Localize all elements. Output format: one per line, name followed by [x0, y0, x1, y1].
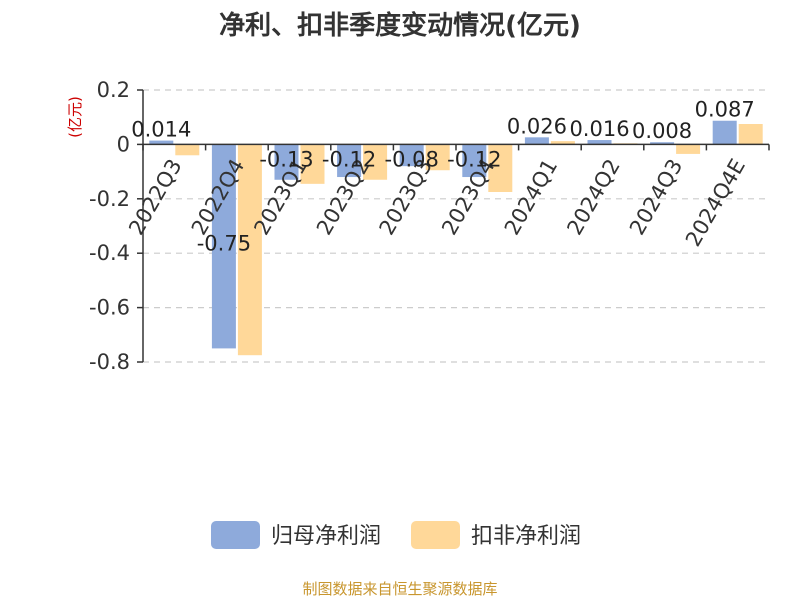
legend: 归母净利润 扣非净利润	[211, 521, 581, 549]
legend-item-series-1[interactable]: 归母净利润	[211, 521, 381, 549]
data-label: 0.008	[632, 119, 692, 143]
data-source-note: 制图数据来自恒生聚源数据库	[302, 580, 497, 598]
bar-series-1-2023Q3[interactable]	[399, 144, 424, 167]
legend-swatch-series-2	[411, 521, 460, 549]
x-tick-label: 2024Q3	[625, 155, 687, 239]
x-tick-label: 2024Q2	[562, 155, 624, 239]
bar-series-1-2024Q1[interactable]	[524, 137, 549, 145]
bar-series-2-2023Q4[interactable]	[488, 144, 513, 192]
data-labels: 0.014-0.75-0.13 -0.12 -0.08 -0.120.026 0.016…	[131, 98, 755, 256]
legend-swatch-series-1	[211, 521, 260, 549]
bar-series-2-2022Q4[interactable]	[237, 144, 262, 356]
x-tick-label: 2022Q3	[124, 155, 186, 239]
y-tick-label: -0.2	[89, 187, 130, 211]
y-tick-labels: 0.2 0 -0.2 -0.4 -0.6 -0.8	[89, 78, 130, 374]
bar-series-1-2024Q3[interactable]	[650, 142, 675, 145]
bar-series-1-2023Q1[interactable]	[274, 144, 299, 180]
bar-series-2-2023Q1[interactable]	[300, 144, 325, 184]
axes	[137, 89, 770, 363]
bar-series-2-2023Q3[interactable]	[425, 144, 450, 171]
data-label: 0.014	[131, 118, 191, 142]
data-label: -0.13	[259, 147, 313, 171]
bar-series-2-2022Q3[interactable]	[175, 144, 200, 156]
y-unit-label: (亿元)	[66, 96, 84, 138]
bar-series-1-2023Q2[interactable]	[337, 144, 362, 178]
data-label: 0.026	[507, 114, 567, 138]
bar-series-2-2023Q2[interactable]	[363, 144, 388, 180]
y-tick-label: 0.2	[97, 78, 130, 102]
bar-series-1-2022Q4[interactable]	[211, 144, 236, 349]
bar-series-1-2022Q3[interactable]	[149, 140, 174, 145]
data-label: -0.75	[197, 231, 251, 255]
data-label: 0.087	[695, 98, 755, 122]
bars	[149, 120, 763, 356]
data-label: -0.12	[447, 147, 501, 171]
bar-series-2-2024Q3[interactable]	[676, 144, 701, 154]
x-tick-label: 2024Q4E	[681, 155, 750, 251]
legend-label-series-2: 扣非净利润	[471, 524, 581, 549]
y-tick-label: -0.8	[89, 350, 130, 374]
data-label: -0.12	[322, 147, 376, 171]
data-label: -0.08	[385, 147, 439, 171]
bar-series-2-2024Q1[interactable]	[550, 141, 575, 145]
y-tick-label: -0.6	[89, 296, 130, 320]
legend-label-series-1: 归母净利润	[271, 524, 381, 549]
legend-item-series-2[interactable]: 扣非净利润	[411, 521, 581, 549]
y-tick-label: 0	[117, 132, 130, 156]
bar-series-1-2024Q4E[interactable]	[712, 120, 737, 145]
data-label: 0.016	[569, 117, 629, 141]
bar-series-1-2024Q2[interactable]	[587, 140, 612, 145]
bar-series-1-2023Q4[interactable]	[462, 144, 487, 178]
y-tick-label: -0.4	[89, 241, 130, 265]
bar-series-2-2024Q4E[interactable]	[738, 124, 763, 145]
chart-title: 净利、扣非季度变动情况(亿元)	[219, 10, 581, 41]
